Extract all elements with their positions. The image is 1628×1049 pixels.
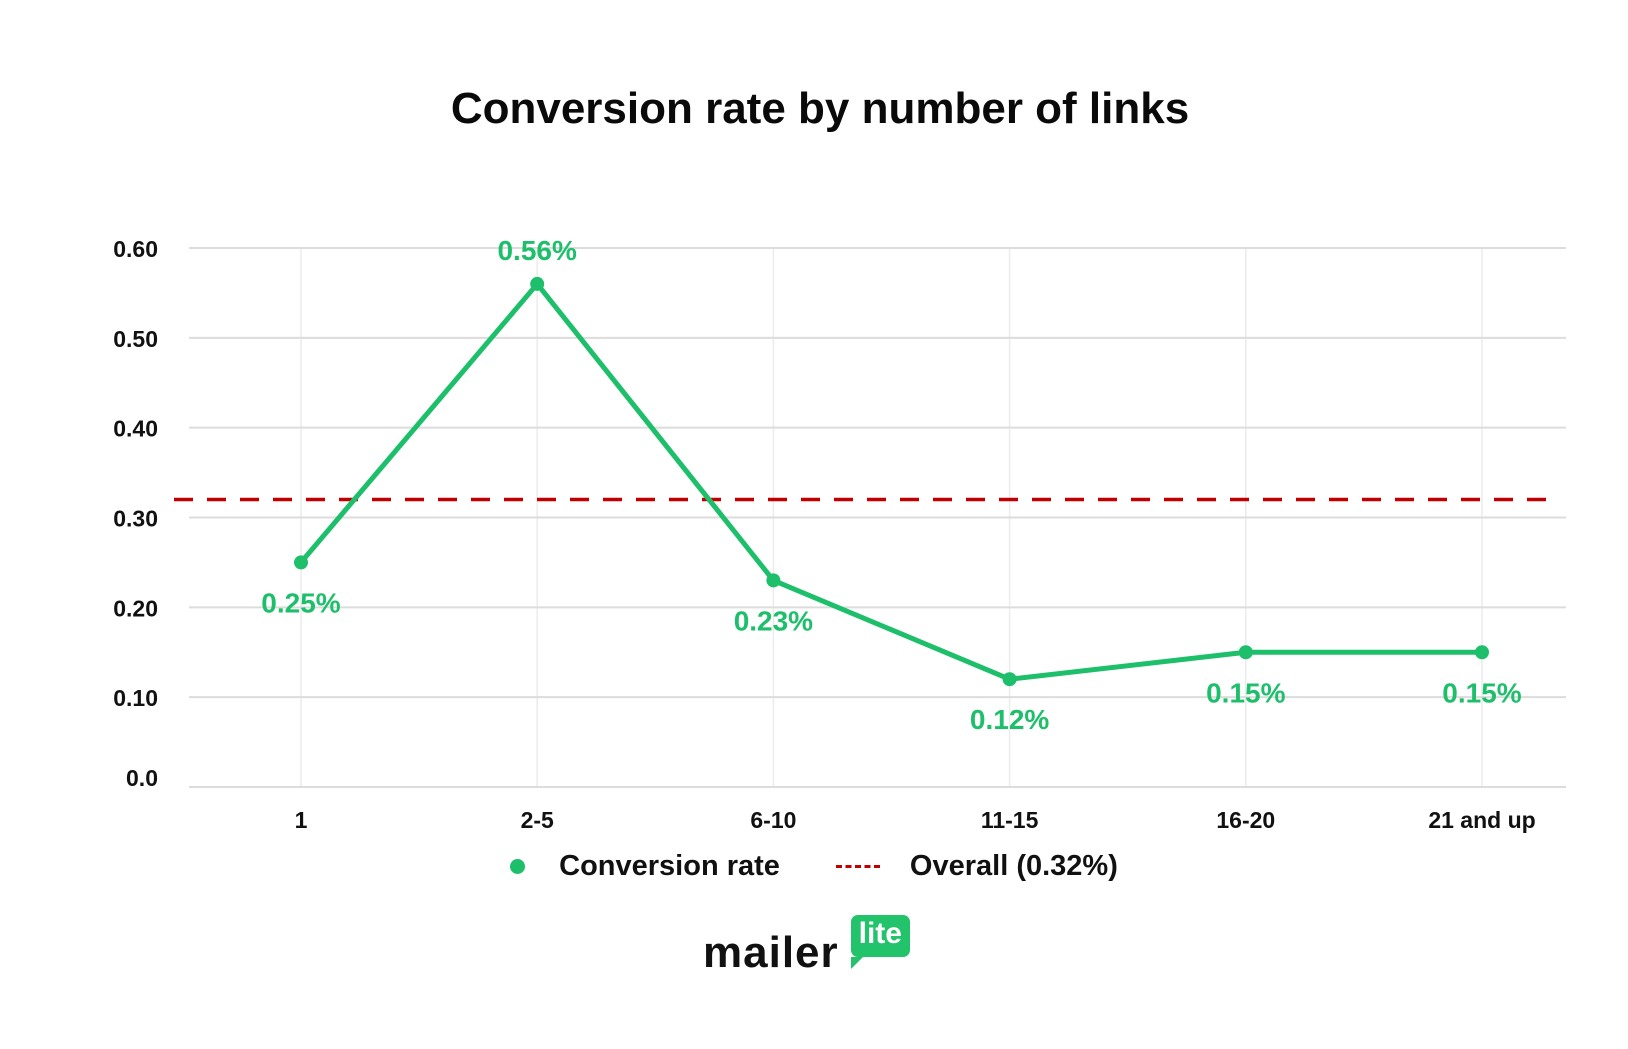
legend-dot-icon (510, 859, 526, 874)
x-tick-label: 16-20 (1216, 807, 1275, 833)
x-tick-label: 6-10 (750, 807, 796, 833)
y-tick-label: 0.10 (113, 685, 158, 711)
data-point (530, 276, 545, 291)
x-tick-label: 1 (295, 807, 308, 833)
legend: Conversion rate Overall (0.32%) (0, 850, 1628, 883)
y-tick-label: 0.0 (126, 765, 158, 791)
x-tick-label: 11-15 (981, 807, 1039, 833)
mailerlite-logo: mailer lite (703, 915, 910, 975)
chart-title: Conversion rate by number of links (450, 84, 1190, 133)
y-tick-label: 0.40 (113, 416, 158, 442)
x-tick-label: 21 and up (1428, 807, 1535, 833)
y-tick-label: 0.60 (113, 236, 158, 262)
data-point (1238, 645, 1253, 660)
legend-label: Conversion rate (559, 850, 780, 882)
data-point (766, 573, 781, 588)
data-label: 0.56% (497, 235, 576, 266)
logo-word: mailer (703, 928, 839, 977)
data-label: 0.15% (1206, 677, 1285, 708)
data-point (1475, 645, 1489, 660)
data-point (1002, 672, 1017, 687)
data-label: 0.25% (261, 587, 340, 618)
y-tick-label: 0.20 (113, 595, 158, 621)
data-label: 0.23% (734, 605, 813, 636)
legend-item-overall: Overall (0.32%) (835, 850, 1118, 883)
y-tick-label: 0.50 (113, 326, 158, 352)
series-line (299, 281, 1482, 682)
legend-dash-icon (835, 865, 880, 868)
y-tick-label: 0.30 (113, 506, 158, 532)
data-label: 0.15% (1442, 677, 1521, 708)
legend-item-conversion-rate: Conversion rate (510, 850, 780, 883)
data-label: 0.12% (970, 704, 1049, 735)
logo-badge: lite (850, 915, 910, 969)
x-tick-label: 2-5 (521, 807, 554, 833)
data-point (294, 555, 308, 570)
legend-label: Overall (0.32%) (909, 850, 1118, 882)
